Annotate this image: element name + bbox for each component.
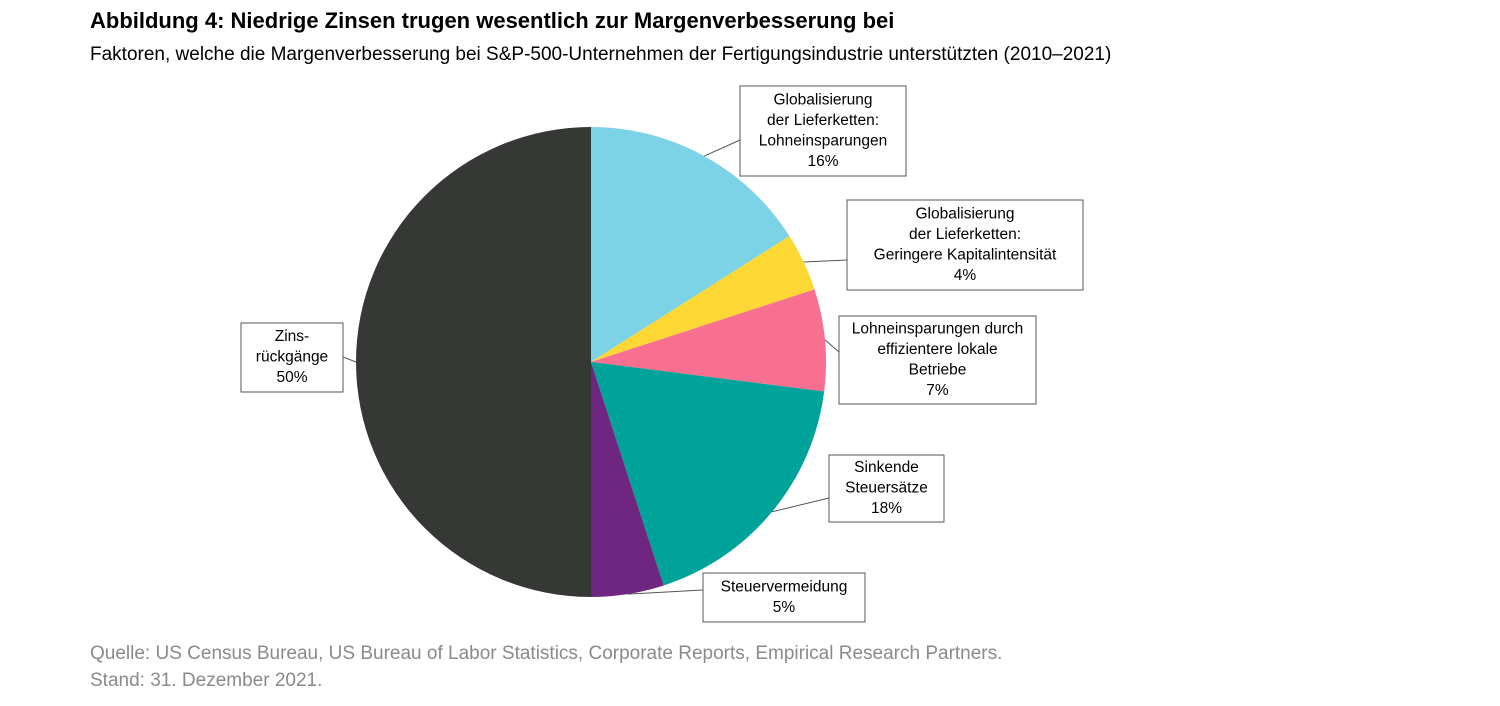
slice-label: 16%: [807, 153, 838, 170]
label-box: [240, 322, 344, 393]
slice-label: Zins-: [275, 328, 309, 345]
slice-label: 7%: [926, 382, 949, 399]
leader-line: [704, 139, 741, 157]
chart-title: Abbildung 4: Niedrige Zinsen trugen wese…: [90, 8, 894, 33]
leader-line: [824, 339, 840, 353]
pie-slice: [591, 236, 815, 362]
slice-label: 18%: [871, 500, 902, 517]
label-box: [702, 572, 866, 623]
slice-label: Globalisierung: [773, 91, 872, 108]
pie-slice: [591, 362, 825, 586]
source-note: Stand: 31. Dezember 2021.: [90, 670, 322, 691]
slice-label: rückgänge: [256, 349, 328, 366]
pie-slice: [356, 127, 591, 597]
leader-line: [342, 356, 357, 363]
leader-line: [627, 589, 704, 595]
pie-slice: [591, 289, 826, 392]
leader-line: [771, 497, 830, 513]
source-note: Quelle: US Census Bureau, US Bureau of L…: [90, 643, 1002, 664]
slice-label: Globalisierung: [915, 205, 1014, 222]
slice-label: 4%: [954, 267, 977, 284]
slice-label: der Lieferketten:: [767, 112, 879, 129]
label-box: [846, 199, 1084, 291]
slice-label: Steuersätze: [845, 480, 928, 497]
slice-label: Lohneinsparungen: [759, 132, 887, 149]
slice-label: 50%: [276, 369, 307, 386]
slice-label: Geringere Kapitalintensität: [874, 246, 1057, 263]
chart-subtitle: Faktoren, welche die Margenverbesserung …: [90, 44, 1111, 65]
leader-line: [803, 259, 848, 263]
slice-label: der Lieferketten:: [909, 226, 1021, 243]
slice-label: 5%: [773, 599, 796, 616]
slice-label: Steuervermeidung: [721, 578, 848, 595]
label-box: [739, 85, 907, 177]
pie-slice: [591, 362, 664, 597]
pie-slice: [591, 127, 790, 362]
slice-label: effizientere lokale: [877, 341, 997, 358]
slice-label: Lohneinsparungen durch: [852, 320, 1024, 337]
label-box: [828, 454, 945, 523]
slice-label: Betriebe: [909, 361, 967, 378]
slice-label: Sinkende: [854, 459, 919, 476]
label-box: [838, 315, 1037, 405]
